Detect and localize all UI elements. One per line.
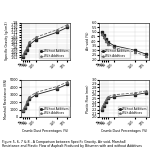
With Additives (56, 86, 58, 87)
With Additives (26, 46, 28, 48)
Without Additives (113, 96, 115, 98)
With Additives (101, 107, 102, 109)
With Additives (35, 36, 37, 38)
Line: With Additives: With Additives (22, 81, 68, 111)
With Additives (101, 33, 102, 35)
With Additives (24, 50, 26, 52)
With Additives (28, 96, 30, 98)
Line: Without Additives: Without Additives (100, 92, 147, 111)
Without Additives (105, 101, 107, 103)
Without Additives (107, 41, 109, 43)
Line: Without Additives: Without Additives (22, 26, 68, 58)
Without Additives (66, 27, 68, 28)
Without Additives (56, 88, 58, 90)
With Additives (66, 24, 68, 26)
Line: With Additives: With Additives (100, 33, 147, 57)
Y-axis label: Marshall Resistance (KN): Marshall Resistance (KN) (4, 78, 8, 119)
Without Additives (101, 31, 102, 33)
Line: Without Additives: Without Additives (22, 83, 68, 112)
Without Additives (107, 98, 109, 99)
With Additives (145, 55, 146, 57)
Line: With Additives: With Additives (100, 90, 147, 109)
Legend: Without Additives, With Additives: Without Additives, With Additives (39, 49, 69, 58)
With Additives (28, 41, 30, 43)
Text: Figure 5, 6, 7 & 8 - A Comparison between Specific Gravity, Air void, Marshall
R: Figure 5, 6, 7 & 8 - A Comparison betwee… (2, 140, 141, 148)
Y-axis label: Air void (%): Air void (%) (86, 32, 90, 50)
Y-axis label: Specific Gravity (g/cm3): Specific Gravity (g/cm3) (5, 22, 9, 60)
Without Additives (103, 105, 105, 107)
With Additives (105, 40, 107, 42)
With Additives (134, 92, 136, 94)
With Additives (35, 92, 37, 93)
Without Additives (28, 98, 30, 100)
With Additives (107, 96, 109, 98)
With Additives (22, 109, 24, 111)
Legend: Without Additives, With Additives: Without Additives, With Additives (118, 106, 147, 116)
With Additives (134, 51, 136, 53)
X-axis label: Crumb Dust Percentages (%): Crumb Dust Percentages (%) (101, 129, 147, 132)
Without Additives (22, 110, 24, 112)
With Additives (113, 94, 115, 96)
Without Additives (105, 38, 107, 40)
Without Additives (101, 109, 102, 111)
Without Additives (35, 94, 37, 96)
Without Additives (134, 94, 136, 96)
Legend: Without Additives, With Additives: Without Additives, With Additives (101, 49, 130, 58)
Without Additives (145, 53, 146, 55)
Y-axis label: Plastic Flow (mm): Plastic Flow (mm) (86, 84, 90, 113)
With Additives (22, 54, 24, 56)
Without Additives (35, 39, 37, 41)
Without Additives (56, 32, 58, 33)
Line: Without Additives: Without Additives (100, 31, 147, 55)
With Additives (24, 105, 26, 107)
Without Additives (66, 84, 68, 85)
Without Additives (103, 34, 105, 36)
Without Additives (113, 45, 115, 46)
With Additives (26, 100, 28, 102)
Without Additives (26, 49, 28, 51)
X-axis label: Crumb Dust Percentages (%): Crumb Dust Percentages (%) (22, 129, 69, 132)
With Additives (145, 90, 146, 92)
Without Additives (134, 49, 136, 51)
With Additives (56, 29, 58, 31)
Line: With Additives: With Additives (22, 24, 68, 56)
With Additives (103, 103, 105, 105)
Without Additives (24, 107, 26, 109)
Without Additives (22, 56, 24, 58)
With Additives (105, 99, 107, 101)
With Additives (107, 43, 109, 45)
With Additives (66, 81, 68, 83)
Without Additives (24, 52, 26, 54)
Without Additives (145, 92, 146, 94)
Without Additives (28, 44, 30, 46)
With Additives (113, 47, 115, 48)
With Additives (103, 36, 105, 38)
Without Additives (26, 103, 28, 105)
Legend: Without Additives, With Additives: Without Additives, With Additives (39, 106, 69, 116)
